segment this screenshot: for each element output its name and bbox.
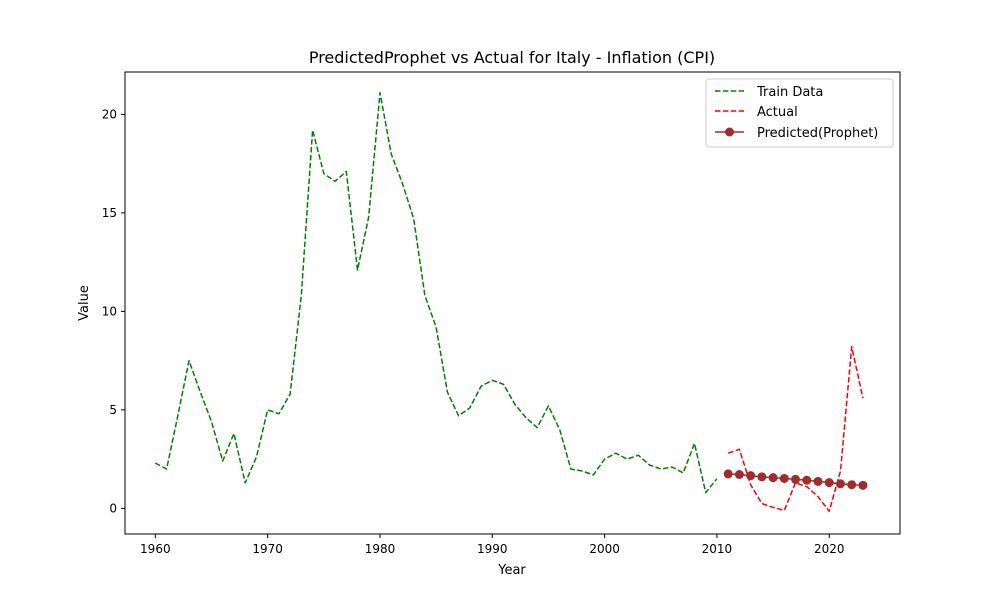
x-tick-label: 2010 xyxy=(702,542,733,556)
chart-title: PredictedProphet vs Actual for Italy - I… xyxy=(309,48,715,67)
series-layer xyxy=(154,91,868,513)
data-point-predicted-prophet xyxy=(791,474,801,484)
data-point-predicted-prophet xyxy=(847,480,857,490)
y-tick-label: 0 xyxy=(109,501,117,515)
data-point-predicted-prophet xyxy=(779,473,789,483)
data-point-predicted-prophet xyxy=(746,471,756,481)
series-line-actual xyxy=(727,346,864,513)
y-tick-label: 15 xyxy=(102,206,117,220)
x-tick-label: 1960 xyxy=(140,542,171,556)
plot-area xyxy=(124,71,901,535)
data-point-predicted-prophet xyxy=(802,475,812,485)
legend-marker-predicted xyxy=(725,127,734,137)
legend-label-actual: Actual xyxy=(757,105,798,120)
data-point-predicted-prophet xyxy=(824,478,834,488)
legend-box xyxy=(705,78,894,148)
x-axis-ticks: 1960 1970 1980 1990 2000 2010 2020 xyxy=(140,534,845,556)
legend: Train Data Actual Predicted(Prophet) xyxy=(705,78,894,148)
legend-label-train-data: Train Data xyxy=(756,85,823,100)
data-point-predicted-prophet xyxy=(858,480,868,490)
x-tick-label: 2000 xyxy=(589,542,620,556)
data-point-predicted-prophet xyxy=(757,472,767,482)
x-tick-label: 1980 xyxy=(365,542,396,556)
y-axis-ticks: 0 5 10 15 20 xyxy=(102,107,125,515)
x-axis-label: Year xyxy=(497,563,526,578)
y-tick-label: 20 xyxy=(102,107,117,121)
data-point-predicted-prophet xyxy=(835,479,845,489)
x-tick-label: 1970 xyxy=(252,542,283,556)
y-tick-label: 5 xyxy=(109,403,117,417)
y-axis-label: Value xyxy=(77,285,92,321)
data-point-predicted-prophet xyxy=(734,470,744,480)
y-tick-label: 10 xyxy=(102,304,117,318)
data-point-predicted-prophet xyxy=(723,469,733,479)
x-tick-label: 2020 xyxy=(814,542,845,556)
x-tick-label: 1990 xyxy=(477,542,508,556)
data-point-predicted-prophet xyxy=(813,476,823,486)
series-line-train-data xyxy=(154,91,718,494)
legend-label-predicted: Predicted(Prophet) xyxy=(757,126,878,141)
data-point-predicted-prophet xyxy=(768,473,778,483)
